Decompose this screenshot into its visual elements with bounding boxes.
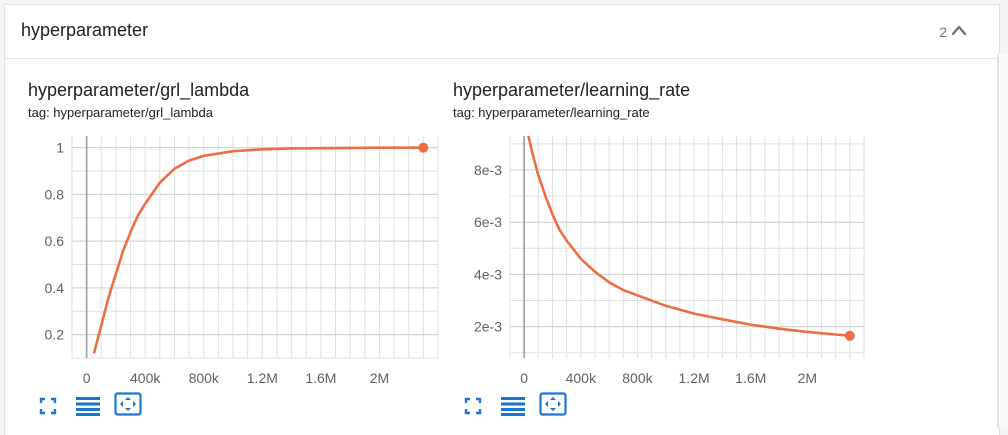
- fit-domain-button[interactable]: [114, 392, 142, 416]
- fit-domain-icon: [539, 392, 567, 416]
- chart-tag: tag: hyperparameter/learning_rate: [453, 105, 650, 120]
- chevron-up-icon[interactable]: [951, 24, 967, 36]
- fullscreen-icon: [39, 397, 57, 415]
- fit-domain-button[interactable]: [539, 392, 567, 416]
- toggle-log-scale-icon: [76, 397, 100, 416]
- chart-card-learning-rate: hyperparameter/learning_rate tag: hyperp…: [453, 80, 873, 420]
- chart-title: hyperparameter/grl_lambda: [28, 80, 250, 100]
- fullscreen-icon: [464, 397, 482, 415]
- fullscreen-button[interactable]: [34, 394, 62, 418]
- group-title: hyperparameter: [21, 20, 149, 40]
- fullscreen-button[interactable]: [459, 394, 487, 418]
- chart-tag: tag: hyperparameter/grl_lambda: [28, 105, 213, 120]
- page-scrollbar[interactable]: [997, 54, 1008, 428]
- group-header[interactable]: hyperparameter 2: [5, 5, 999, 59]
- group-count-badge: 2: [939, 24, 947, 40]
- toggle-log-scale-button[interactable]: [74, 394, 102, 418]
- toggle-log-scale-icon: [501, 397, 525, 416]
- chart-title: hyperparameter/learning_rate: [453, 80, 691, 100]
- fit-domain-icon: [114, 392, 142, 416]
- toggle-log-scale-button[interactable]: [499, 394, 527, 418]
- chart-card-grl-lambda: hyperparameter/grl_lambda tag: hyperpara…: [28, 80, 448, 420]
